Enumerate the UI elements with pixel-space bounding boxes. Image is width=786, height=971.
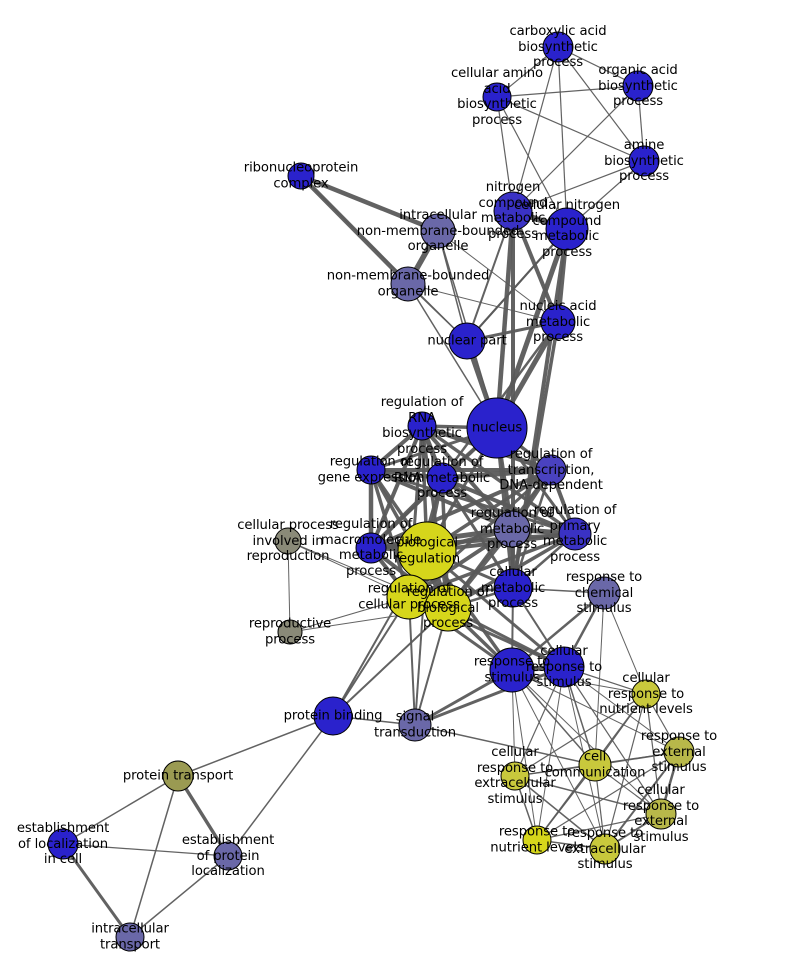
network-node-protein_transport[interactable] [162, 760, 194, 792]
network-node-nuclear_part[interactable] [448, 322, 486, 360]
network-node-reproductive_process[interactable] [277, 619, 303, 645]
network-node-biological_regulation[interactable] [397, 521, 457, 581]
network-edge [408, 532, 576, 599]
node-layer [47, 31, 695, 952]
network-node-response_nutrient_levels[interactable] [522, 825, 552, 855]
network-edge [557, 46, 568, 230]
network-node-reg_gene_expression[interactable] [356, 455, 386, 485]
network-edge [332, 596, 410, 717]
network-node-cellular_nitrogen_compound_metab[interactable] [545, 207, 589, 251]
network-edge [536, 751, 680, 841]
network-edge [300, 173, 439, 234]
network-node-reg_metabolic_process[interactable] [493, 510, 531, 548]
network-node-cellular_response_nutrient[interactable] [631, 679, 661, 709]
network-node-cellular_process_reproduction[interactable] [274, 527, 302, 555]
network-edge [514, 693, 647, 777]
network-node-establishment_localization_cell[interactable] [47, 828, 79, 860]
network-edge [512, 85, 639, 212]
edge-layer [61, 46, 681, 938]
network-node-reg_macromolecule_metab[interactable] [355, 532, 387, 564]
network-edge [511, 669, 606, 850]
network-edge [466, 210, 514, 342]
network-edge [227, 715, 334, 857]
network-edge [407, 283, 559, 323]
network-node-response_external_stimulus[interactable] [663, 736, 695, 768]
network-node-reg_rna_bios[interactable] [407, 411, 437, 441]
network-edge [62, 843, 229, 857]
network-edge [496, 96, 645, 162]
network-edge [129, 855, 229, 938]
network-edge [176, 775, 230, 857]
network-edge [494, 210, 516, 429]
network-edge [129, 775, 179, 938]
network-node-protein_binding[interactable] [313, 696, 353, 736]
network-edge [514, 775, 606, 850]
network-node-cell_communication[interactable] [578, 748, 612, 782]
network-edge [420, 424, 577, 536]
network-node-establishment_protein_localization[interactable] [213, 841, 243, 871]
network-edge [496, 85, 639, 98]
network-node-signal_transduction[interactable] [398, 708, 432, 742]
network-edge [177, 715, 334, 777]
network-edge [414, 665, 565, 727]
network-edge [370, 468, 513, 531]
network-node-nucleus[interactable] [466, 397, 528, 459]
network-edge [414, 724, 596, 766]
network-node-response_chemical_stimulus[interactable] [587, 576, 621, 610]
network-node-reg_biological_process[interactable] [424, 584, 472, 632]
network-node-cellular_response_extracellular[interactable] [500, 761, 530, 791]
network-edge [426, 549, 565, 669]
network-edge [332, 607, 449, 717]
network-edge [511, 210, 560, 323]
network-edge [604, 751, 680, 850]
network-edge [287, 540, 291, 633]
network-edge [61, 843, 132, 938]
network-edge [536, 813, 662, 841]
network-edge [557, 46, 645, 162]
network-node-ribonucleoprotein_complex[interactable] [287, 162, 315, 190]
network-node-reg_transcription_dna[interactable] [535, 454, 567, 486]
network-node-cellular_metabolic_process[interactable] [493, 568, 533, 608]
network-node-cellular_response_external[interactable] [645, 798, 677, 830]
network-node-cellular_response_stimulus[interactable] [543, 646, 585, 688]
network-node-reg_primary_metab[interactable] [558, 517, 592, 551]
network-edge [496, 96, 568, 230]
network-edge [370, 468, 576, 536]
network-node-cellular_amino_acid_bios[interactable] [482, 82, 512, 112]
network-node-reg_cellular_process[interactable] [386, 574, 432, 620]
network-edge [369, 425, 424, 549]
network-edge [512, 46, 559, 212]
network-node-response_extracellular_stimulus[interactable] [589, 833, 621, 865]
network-node-non_membrane_organelle[interactable] [390, 266, 426, 302]
network-edge [603, 592, 647, 695]
network-edge [511, 669, 662, 815]
network-node-intracellular_transport[interactable] [115, 922, 145, 952]
network-edge [645, 693, 662, 815]
network-edge [604, 693, 647, 850]
network-node-intracellular_non_membrane_organelle[interactable] [420, 213, 456, 249]
network-node-reg_rna_metab[interactable] [426, 462, 458, 494]
network-edge [62, 775, 179, 845]
network-node-response_stimulus[interactable] [489, 647, 535, 693]
network-node-nucleic_acid_metab[interactable] [540, 304, 576, 340]
network-edge [466, 228, 568, 342]
network-edge [511, 669, 647, 695]
network-node-organic_acid_bios[interactable] [622, 70, 654, 102]
network-node-nitrogen_compound_metab[interactable] [493, 191, 533, 231]
network-node-amine_bios[interactable] [628, 145, 660, 177]
network-edge [437, 230, 559, 323]
network-node-carboxylic_acid_bios[interactable] [542, 31, 574, 63]
network-edge [512, 160, 645, 212]
network-edge [514, 775, 662, 815]
